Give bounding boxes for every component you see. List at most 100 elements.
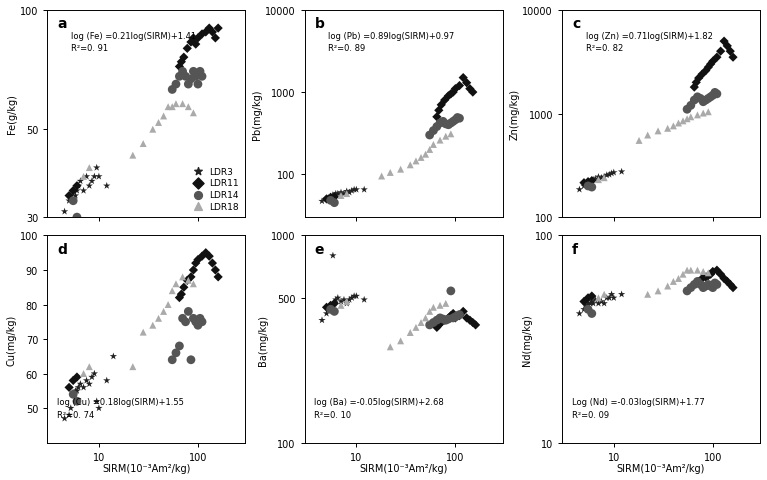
Point <box>691 112 703 120</box>
Point <box>189 260 202 267</box>
Point <box>443 93 455 100</box>
Point <box>431 324 443 332</box>
Point <box>667 123 680 131</box>
Point <box>72 384 84 391</box>
Point <box>351 186 363 194</box>
Point <box>324 193 337 201</box>
Text: log (Zn) =0.71log(SIRM)+1.82
R²=0. 82: log (Zn) =0.71log(SIRM)+1.82 R²=0. 82 <box>586 32 713 53</box>
Point <box>58 415 71 422</box>
Point <box>384 343 397 351</box>
Point <box>592 177 604 184</box>
Point <box>316 317 328 324</box>
Y-axis label: Cu(mg/kg): Cu(mg/kg) <box>7 314 17 365</box>
Point <box>605 291 617 299</box>
Point <box>451 114 463 122</box>
Point <box>709 89 721 97</box>
Point <box>453 83 466 90</box>
Point <box>431 114 443 121</box>
Point <box>584 179 597 186</box>
Point <box>415 154 427 162</box>
Point <box>445 312 457 320</box>
Point <box>100 182 113 190</box>
Point <box>212 25 224 33</box>
Point <box>573 310 585 318</box>
Point <box>189 41 202 49</box>
Point <box>582 179 594 186</box>
Point <box>192 35 204 43</box>
Point <box>434 137 446 144</box>
Point <box>88 370 100 378</box>
Point <box>652 288 664 295</box>
Point <box>702 269 714 277</box>
Y-axis label: Nd(mg/kg): Nd(mg/kg) <box>522 313 532 365</box>
Legend: LDR3, LDR11, LDR14, LDR18: LDR3, LDR11, LDR14, LDR18 <box>186 166 241 213</box>
Point <box>685 102 697 110</box>
Point <box>83 363 95 371</box>
Point <box>327 252 339 260</box>
Point <box>410 158 422 166</box>
Point <box>443 315 455 323</box>
Point <box>341 188 353 196</box>
Point <box>586 293 598 300</box>
Point <box>437 315 449 323</box>
Point <box>685 267 697 275</box>
Point <box>199 29 212 36</box>
Point <box>77 173 90 181</box>
Point <box>162 301 174 309</box>
Point <box>694 281 706 288</box>
Point <box>185 76 197 84</box>
Point <box>691 267 703 275</box>
Point <box>63 411 75 419</box>
Point <box>328 192 341 200</box>
Point <box>439 317 452 324</box>
Point <box>603 294 615 302</box>
Point <box>439 317 451 324</box>
Point <box>702 96 714 103</box>
Point <box>88 173 100 181</box>
Point <box>71 182 83 190</box>
Point <box>67 391 79 398</box>
Point <box>335 192 347 200</box>
Point <box>196 31 208 39</box>
Point <box>727 284 739 292</box>
Point <box>445 131 457 138</box>
Point <box>81 173 93 181</box>
Point <box>324 302 337 310</box>
Text: log (Ba) =-0.05log(SIRM)+2.68
R²=0. 10: log (Ba) =-0.05log(SIRM)+2.68 R²=0. 10 <box>314 397 444 419</box>
Point <box>77 370 90 378</box>
Point <box>586 178 598 185</box>
Point <box>91 165 103 172</box>
Point <box>584 300 597 308</box>
Point <box>661 125 673 133</box>
Point <box>573 186 585 194</box>
Point <box>63 192 75 200</box>
Point <box>335 298 347 306</box>
Point <box>431 123 443 131</box>
Point <box>676 271 689 278</box>
Point <box>673 120 685 128</box>
Point <box>321 196 333 204</box>
Point <box>691 94 703 101</box>
Point <box>137 141 150 148</box>
Point <box>321 304 333 312</box>
Point <box>192 322 204 329</box>
Point <box>697 99 709 107</box>
Point <box>63 197 75 205</box>
Text: b: b <box>314 17 324 31</box>
Point <box>697 284 709 292</box>
Point <box>464 85 476 93</box>
Point <box>431 317 443 324</box>
Point <box>173 63 186 71</box>
Point <box>194 315 206 323</box>
Point <box>71 214 83 221</box>
Point <box>582 180 594 187</box>
Point <box>466 319 479 327</box>
Point <box>348 186 360 194</box>
Point <box>592 294 604 302</box>
Point <box>702 281 714 288</box>
Y-axis label: Zn(mg/kg): Zn(mg/kg) <box>509 89 519 140</box>
Point <box>58 208 71 216</box>
Point <box>173 342 186 350</box>
Point <box>146 322 159 329</box>
Point <box>176 274 189 281</box>
